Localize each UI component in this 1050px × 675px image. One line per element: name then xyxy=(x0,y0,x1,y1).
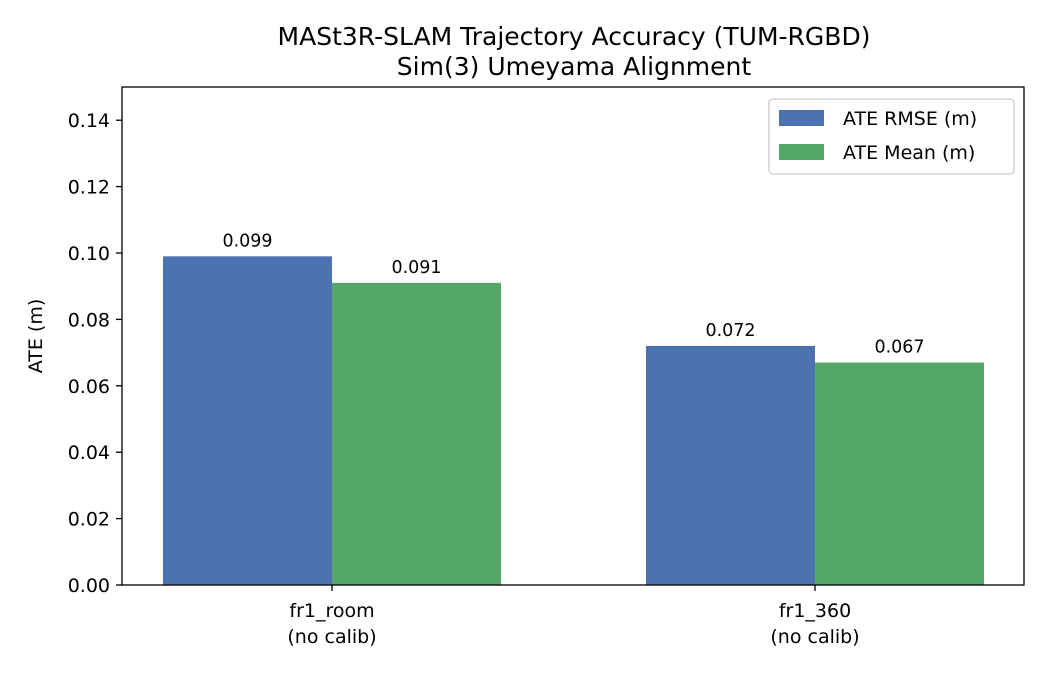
y-tick-label-4: 0.08 xyxy=(68,309,110,331)
y-axis: 0.00 0.02 0.04 0.06 0.08 0.10 0.12 0.14 xyxy=(68,110,122,597)
y-tick-label-2: 0.04 xyxy=(68,442,110,464)
legend-frame xyxy=(768,98,1015,175)
y-tick-label-1: 0.02 xyxy=(68,509,110,531)
x-axis: fr1_room (no calib) fr1_360 (no calib) xyxy=(287,585,860,648)
data-label-series1-cat0: 0.091 xyxy=(391,258,441,278)
y-axis-label: ATE (m) xyxy=(25,299,47,374)
bars-layer xyxy=(163,256,984,585)
legend-label-mean: ATE Mean (m) xyxy=(843,142,975,164)
bar-series0-cat1 xyxy=(646,345,815,585)
data-label-series1-cat1: 0.067 xyxy=(874,338,924,358)
chart-subtitle: Sim(3) Umeyama Alignment xyxy=(397,52,752,81)
bar-series0-cat0 xyxy=(163,256,332,585)
x-tick-label-0-line2: (no calib) xyxy=(287,626,376,648)
x-tick-label-0-line1: fr1_room xyxy=(289,600,374,622)
legend-swatch-mean xyxy=(779,144,824,160)
y-tick-label-7: 0.14 xyxy=(68,110,110,132)
y-tick-label-3: 0.06 xyxy=(68,376,110,398)
legend-swatch-rmse xyxy=(779,110,824,126)
y-tick-label-6: 0.12 xyxy=(68,177,110,199)
x-tick-label-1-line2: (no calib) xyxy=(770,626,859,648)
y-tick-label-0: 0.00 xyxy=(68,575,110,597)
x-tick-label-1-line1: fr1_360 xyxy=(779,600,851,622)
legend-label-rmse: ATE RMSE (m) xyxy=(843,108,977,130)
chart-title: MASt3R-SLAM Trajectory Accuracy (TUM-RGB… xyxy=(278,22,871,51)
plot-frame xyxy=(121,86,1025,586)
legend: ATE RMSE (m) ATE Mean (m) xyxy=(768,98,1015,175)
bar-series1-cat0 xyxy=(332,282,501,585)
data-label-series0-cat0: 0.099 xyxy=(222,231,272,251)
y-tick-label-5: 0.10 xyxy=(68,243,110,265)
data-label-series0-cat1: 0.072 xyxy=(705,321,755,341)
data-labels-layer: 0.099 0.072 0.091 0.067 xyxy=(222,231,924,357)
bar-series1-cat1 xyxy=(815,362,984,585)
